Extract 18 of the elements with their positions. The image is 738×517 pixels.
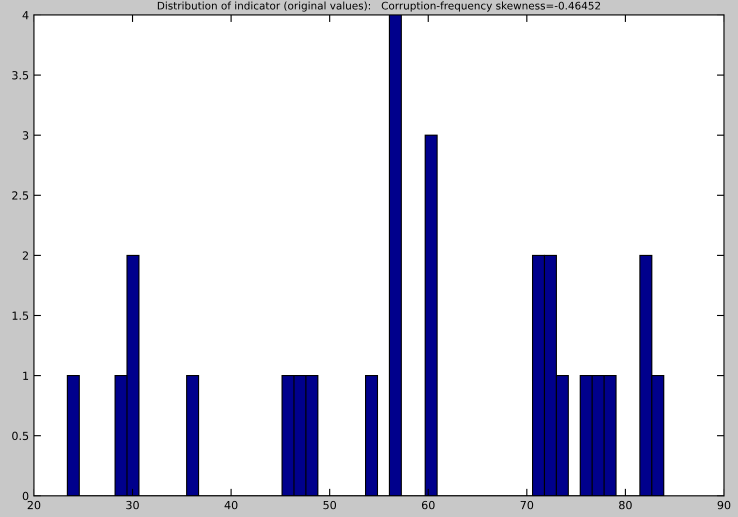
y-tick-label: 2.5 [12, 191, 28, 200]
x-tick-label: 80 [619, 500, 632, 510]
y-tick-label: 1 [23, 372, 28, 380]
x-tick-label: 70 [520, 500, 534, 510]
x-tick-label: 60 [422, 500, 435, 510]
y-tick-label: 0.5 [12, 432, 28, 440]
y-tick-label: 1.5 [12, 312, 28, 320]
x-tick-label: 50 [323, 500, 336, 510]
y-tick-label: 3 [22, 131, 28, 140]
chart-title: Distribution of indicator (original values): Corruption-frequency skewness=-0.46452 [158, 2, 600, 12]
y-tick-label: 0 [22, 492, 28, 500]
y-tick-label: 3.5 [12, 71, 28, 80]
y-tick-label: 4 [22, 11, 28, 20]
x-tick-label: 20 [28, 500, 40, 510]
y-tick-label: 2 [22, 251, 28, 260]
x-tick-label: 40 [224, 500, 238, 510]
x-tick-label: 90 [718, 500, 730, 510]
x-tick-label: 30 [126, 500, 139, 510]
